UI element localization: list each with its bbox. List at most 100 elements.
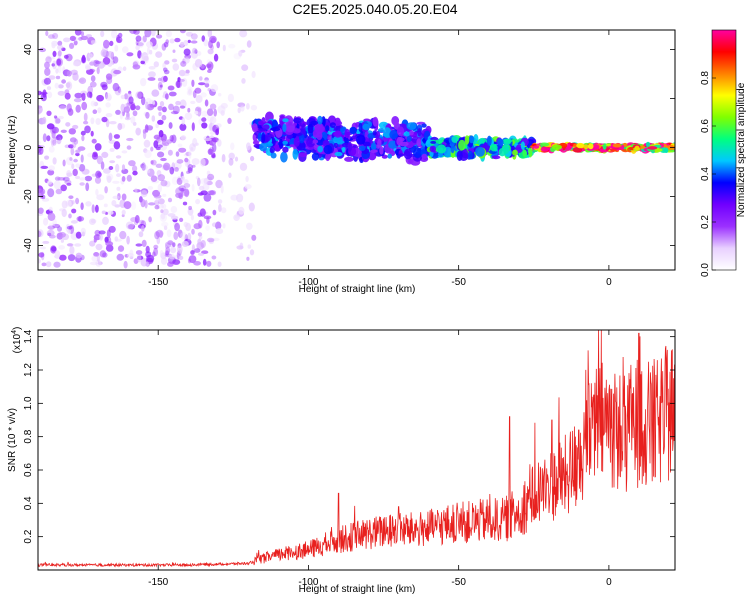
spectrogram-cell — [270, 152, 277, 159]
spectrogram-cell — [114, 44, 119, 52]
spectrogram-cell — [190, 33, 198, 40]
spectrogram-cell — [156, 34, 163, 39]
spectrogram-cell — [150, 30, 156, 37]
spectrogram-cell — [181, 240, 189, 247]
spectrogram-cell — [188, 88, 192, 95]
spectrogram-cell — [143, 139, 151, 148]
spectrogram-cell — [583, 144, 589, 150]
spectrogram-cell — [66, 70, 72, 77]
spectrogram-cell — [39, 246, 47, 250]
spectrogram-cell — [325, 125, 330, 132]
spectrogram-cell — [96, 155, 103, 165]
spectrogram-cell — [398, 153, 405, 157]
spectrogram-cell — [108, 225, 116, 233]
spectrogram-cell — [154, 231, 160, 240]
spectrogram-cell — [187, 86, 193, 93]
spectrogram-cell — [55, 68, 59, 74]
colorbar: 0.0 0.2 0.4 0.6 0.8 Normalized spectral ampl… — [700, 29, 747, 277]
spectrogram-cell — [141, 162, 146, 171]
spectrogram-cell — [164, 180, 171, 188]
spectrogram-cell — [73, 98, 82, 103]
spectrogram-cell — [62, 176, 70, 182]
spectrogram-cell — [95, 243, 103, 251]
spectrogram-cell — [209, 190, 217, 196]
spectrogram-cell — [166, 229, 172, 238]
spectrogram-cell — [67, 229, 71, 234]
spectrogram-cell — [221, 154, 226, 163]
spectrogram-cell — [81, 56, 87, 64]
spectrogram-cell — [206, 108, 214, 116]
spectrogram-cell — [95, 204, 99, 213]
spectrogram-cell — [73, 40, 78, 46]
spectrogram-cell — [334, 130, 342, 138]
x-tick-label: -50 — [451, 277, 466, 288]
spectrogram-cell — [220, 110, 225, 116]
spectrogram-cell — [323, 145, 333, 155]
spectrogram-cell — [140, 198, 146, 208]
spectrogram-cell — [53, 261, 61, 268]
spectrogram-cell — [180, 60, 187, 67]
spectrogram-cell — [134, 187, 138, 193]
spectrogram-cell — [135, 105, 141, 111]
spectrogram-cell — [228, 152, 235, 160]
spectrogram-cell — [58, 115, 64, 120]
spectrogram-cell — [218, 92, 222, 97]
spectrogram-y-ticks: -40 -20 0 20 40 — [23, 44, 675, 253]
spectrogram-cell — [421, 153, 427, 159]
spectrogram-cell — [159, 101, 165, 107]
spectrogram-cell — [162, 62, 166, 69]
spectrogram-cell — [44, 155, 50, 160]
spectrogram-cell — [389, 129, 399, 140]
spectrogram-cell — [190, 214, 194, 221]
spectrogram-cell — [137, 50, 142, 59]
spectrogram-cell — [188, 205, 193, 211]
spectrogram-cell — [228, 158, 234, 166]
spectrogram-cell — [143, 111, 148, 116]
spectrogram-cell — [163, 225, 168, 230]
spectrogram-cell — [162, 193, 167, 197]
spectrogram-cell — [292, 148, 299, 160]
spectrogram-cell — [251, 123, 258, 133]
spectrogram-cell — [351, 135, 358, 140]
spectrogram-cell — [112, 180, 120, 184]
spectrogram-cell — [178, 185, 186, 192]
spectrogram-cell — [38, 207, 44, 214]
spectrogram-cell — [190, 40, 198, 44]
spectrogram-cell — [46, 123, 55, 130]
spectrogram-cell — [207, 30, 213, 38]
spectrogram-cell — [170, 215, 179, 220]
spectrogram-cell — [134, 215, 140, 224]
spectrogram-cell — [490, 143, 498, 152]
spectrogram-cell — [528, 146, 533, 158]
spectrogram-cell — [89, 240, 96, 247]
spectrogram-cell — [406, 135, 412, 143]
spectrogram-cell — [41, 194, 46, 200]
spectrogram-cell — [204, 82, 210, 88]
figure-title: C2E5.2025.040.05.20.E04 — [292, 1, 457, 17]
spectrogram-cell — [61, 79, 66, 84]
spectrogram-cell — [64, 92, 71, 100]
spectrogram-cell — [101, 116, 108, 123]
spectrogram-cell — [79, 177, 86, 181]
spectrogram-cell — [54, 82, 59, 89]
spectrogram-cell — [311, 152, 320, 161]
spectrogram-cell — [126, 145, 132, 150]
spectrogram-cell — [95, 259, 102, 267]
spectrogram-cell — [87, 40, 92, 45]
spectrogram-cell — [53, 180, 61, 190]
spectrogram-cell — [135, 35, 142, 42]
spectrogram-cell — [258, 128, 267, 132]
spectrogram-cell — [145, 111, 150, 119]
spectrogram-cell — [55, 188, 63, 195]
spectrogram-cell — [123, 106, 131, 113]
spectrogram-cell — [38, 258, 41, 264]
spectrogram-cell — [155, 197, 160, 202]
spectrogram-cell — [141, 164, 148, 171]
spectrogram-cell — [121, 164, 126, 171]
spectrogram-cell — [89, 218, 96, 225]
spectrogram-cell — [181, 116, 186, 126]
spectrogram-cell — [71, 200, 75, 205]
spectrogram-cell — [430, 140, 437, 144]
spectrogram-cell — [299, 133, 305, 144]
spectrogram-cell — [56, 58, 62, 66]
